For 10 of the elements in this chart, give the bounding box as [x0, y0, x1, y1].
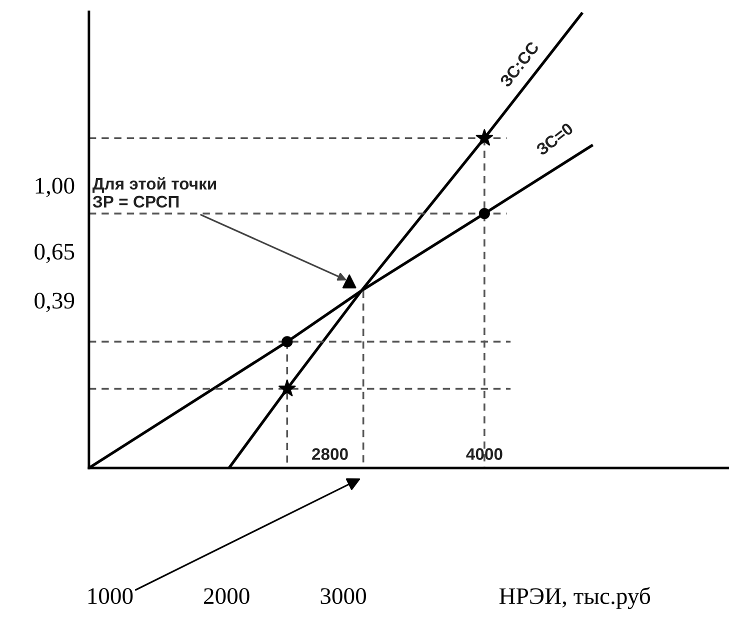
- annotation: 4000: [466, 448, 502, 460]
- x-tick-label: 3000: [320, 588, 366, 604]
- annotation: 2800: [312, 448, 348, 460]
- y-tick-label: 0,39: [34, 292, 74, 312]
- annotation: Для этой точки ЗР = СРСП: [92, 177, 216, 208]
- y-tick-label: 0,65: [34, 244, 74, 264]
- x-axis-title: НРЭИ, тыс.руб: [499, 587, 650, 609]
- y-tick-label: 1,00: [36, 178, 74, 198]
- x-tick-label: 1000: [88, 588, 133, 604]
- x-tick-label: 2000: [204, 588, 250, 604]
